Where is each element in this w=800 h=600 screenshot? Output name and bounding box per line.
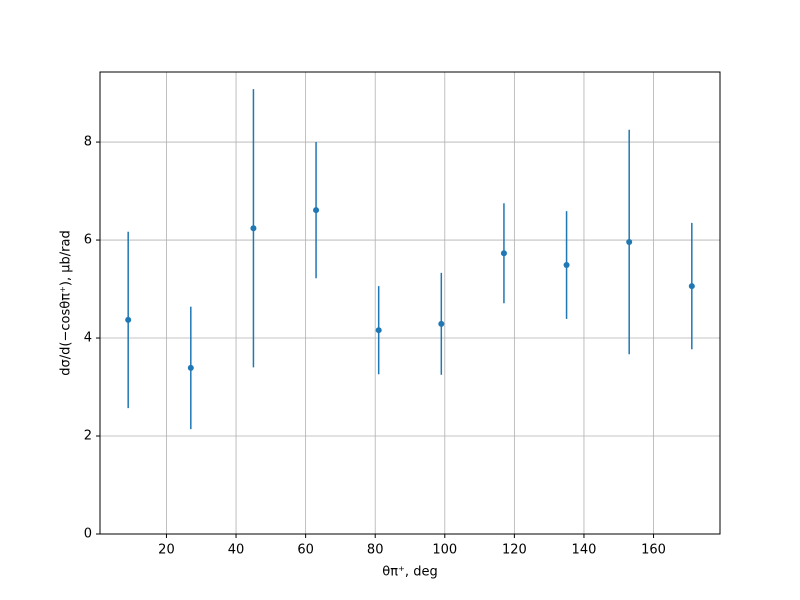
y-axis-label: dσ/d(−cosθπ⁺), μb/rad xyxy=(59,230,74,375)
y-tick-label: 4 xyxy=(84,331,92,346)
data-point xyxy=(688,283,695,290)
data-point xyxy=(500,250,507,257)
x-tick-label: 120 xyxy=(502,543,527,558)
plot-frame xyxy=(99,71,721,535)
data-point xyxy=(375,327,382,334)
y-tick-label: 8 xyxy=(84,135,92,150)
x-axis-label: θπ⁺, deg xyxy=(382,565,437,580)
data-point xyxy=(626,239,633,246)
x-tick-label: 20 xyxy=(158,543,175,558)
x-tick-label: 100 xyxy=(432,543,457,558)
data-point xyxy=(563,262,570,269)
data-point xyxy=(187,364,194,371)
data-point xyxy=(313,207,320,214)
x-tick-label: 80 xyxy=(367,543,384,558)
y-tick-label: 2 xyxy=(84,429,92,444)
x-tick-label: 160 xyxy=(641,543,666,558)
data-point xyxy=(125,316,132,323)
x-tick-label: 60 xyxy=(297,543,314,558)
y-tick-label: 6 xyxy=(84,233,92,248)
x-tick-label: 40 xyxy=(228,543,245,558)
data-point xyxy=(250,225,257,232)
data-point xyxy=(438,320,445,327)
y-tick-label: 0 xyxy=(84,527,92,542)
x-tick-label: 140 xyxy=(572,543,597,558)
